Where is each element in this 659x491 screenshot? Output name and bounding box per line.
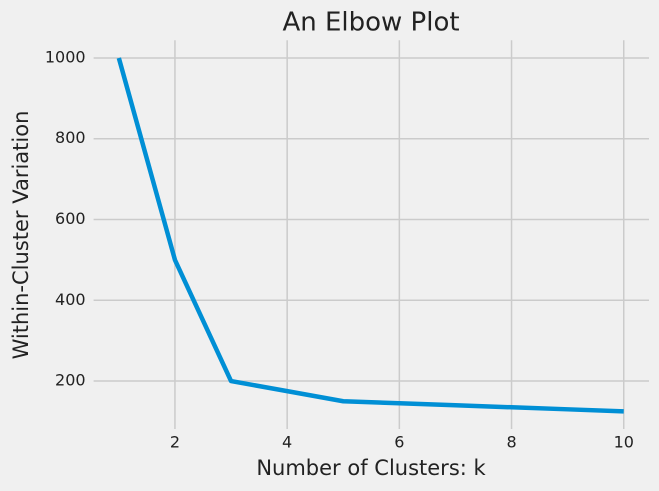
x-axis-label: Number of Clusters: k	[256, 456, 486, 480]
y-tick-label: 800	[55, 128, 86, 147]
y-tick-label: 200	[55, 371, 86, 390]
y-tick-label: 1000	[45, 47, 86, 66]
chart-title: An Elbow Plot	[282, 8, 459, 38]
y-tick-label: 600	[55, 209, 86, 228]
x-tick-label: 4	[282, 433, 292, 452]
x-tick-label: 2	[170, 433, 180, 452]
x-tick-label: 6	[394, 433, 404, 452]
x-tick-label: 8	[506, 433, 516, 452]
data-line	[116, 57, 624, 414]
y-axis-label: Within-Cluster Variation	[9, 111, 33, 360]
y-tick-label: 400	[55, 290, 86, 309]
x-tick-label: 10	[614, 433, 634, 452]
